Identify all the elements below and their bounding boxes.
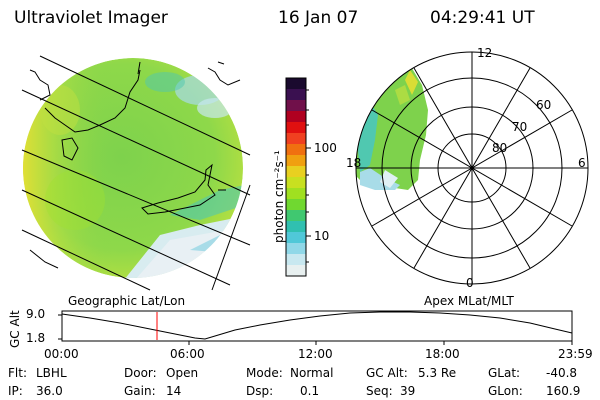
timeline-y-tick-top: 9.0 xyxy=(26,307,46,321)
glat-label: GLat: xyxy=(488,366,521,380)
filter-label: Flt: xyxy=(8,366,27,380)
timeline-x-tick: 18:00 xyxy=(425,347,460,361)
apex-caption: Apex MLat/MLT xyxy=(424,294,514,308)
gain-value: 14 xyxy=(166,384,182,398)
ip-label: IP: xyxy=(8,384,23,398)
mode-value: Normal xyxy=(290,366,334,380)
colorbar-segment xyxy=(286,111,306,123)
glon-label: GLon: xyxy=(488,384,523,398)
colorbar-frame xyxy=(285,77,307,277)
colorbar-tick-10: 10 xyxy=(314,229,330,243)
gcalt-label: GC Alt: xyxy=(366,366,408,380)
colorbar-segment xyxy=(286,166,306,178)
glon-value: 160.9 xyxy=(546,384,581,398)
colorbar-segment xyxy=(286,133,306,145)
seq-label: Seq: xyxy=(366,384,393,398)
gain-label: Gain: xyxy=(124,384,156,398)
colorbar-segment xyxy=(286,243,306,255)
ip-value: 36.0 xyxy=(36,384,63,398)
colorbar-segment xyxy=(286,155,306,167)
timeline-x-tick: 06:00 xyxy=(170,347,205,361)
door-value: Open xyxy=(166,366,199,380)
lat-label-80: 80 xyxy=(492,141,508,155)
mlt-label-12: 12 xyxy=(477,46,493,60)
colorbar-segment xyxy=(286,254,306,266)
colorbar-segment xyxy=(286,188,306,200)
glat-value: -40.8 xyxy=(546,366,578,380)
door-label: Door: xyxy=(124,366,157,380)
lat-label-70: 70 xyxy=(512,120,528,134)
timeline-frame xyxy=(61,310,573,342)
geographic-caption: Geographic Lat/Lon xyxy=(68,294,186,308)
timeline-x-tick: 00:00 xyxy=(44,347,79,361)
colorbar-segment xyxy=(286,89,306,101)
coastlines xyxy=(29,61,241,269)
timeline-ticks xyxy=(58,314,573,345)
instrument-title: Ultraviolet Imager xyxy=(14,8,168,28)
colorbar-segment xyxy=(286,122,306,134)
colorbar-segment xyxy=(286,78,306,90)
lat-label-60: 60 xyxy=(536,98,552,112)
altitude-curve xyxy=(61,311,573,340)
dsp-value: 0.1 xyxy=(300,384,320,398)
mlt-label-6: 6 xyxy=(578,156,586,170)
date-label: 16 Jan 07 xyxy=(278,8,359,28)
timeline-x-tick: 12:00 xyxy=(298,347,333,361)
colorbar-tick-100: 100 xyxy=(314,141,337,155)
colorbar-ticks xyxy=(306,89,311,263)
colorbar-segment xyxy=(286,199,306,211)
polar-grid xyxy=(355,51,589,285)
colorbar-segment xyxy=(286,265,306,277)
filter-value: LBHL xyxy=(36,366,67,380)
seq-value: 39 xyxy=(400,384,416,398)
gcalt-value: 5.3 Re xyxy=(418,366,457,380)
colorbar-unit-label: photon cm⁻²s⁻¹ xyxy=(272,150,286,243)
colorbar-segment xyxy=(286,177,306,189)
mode-label: Mode: xyxy=(246,366,283,380)
colorbar-segment xyxy=(286,221,306,233)
geographic-image xyxy=(23,58,243,278)
colorbar xyxy=(286,78,306,277)
mlt-label-0: 0 xyxy=(466,276,474,290)
timeline-x-tick: 23:59 xyxy=(558,347,593,361)
polar-image xyxy=(356,65,428,190)
dsp-label: Dsp: xyxy=(246,384,274,398)
geographic-grid xyxy=(21,55,251,291)
colorbar-segment xyxy=(286,144,306,156)
timeline-y-title: GC Alt xyxy=(8,310,22,348)
mlt-label-18: 18 xyxy=(346,156,362,170)
time-label: 04:29:41 UT xyxy=(430,8,535,28)
colorbar-segment xyxy=(286,210,306,222)
colorbar-segment xyxy=(286,232,306,244)
colorbar-segment xyxy=(286,100,306,112)
timeline-y-tick-bottom: 1.8 xyxy=(26,331,46,345)
